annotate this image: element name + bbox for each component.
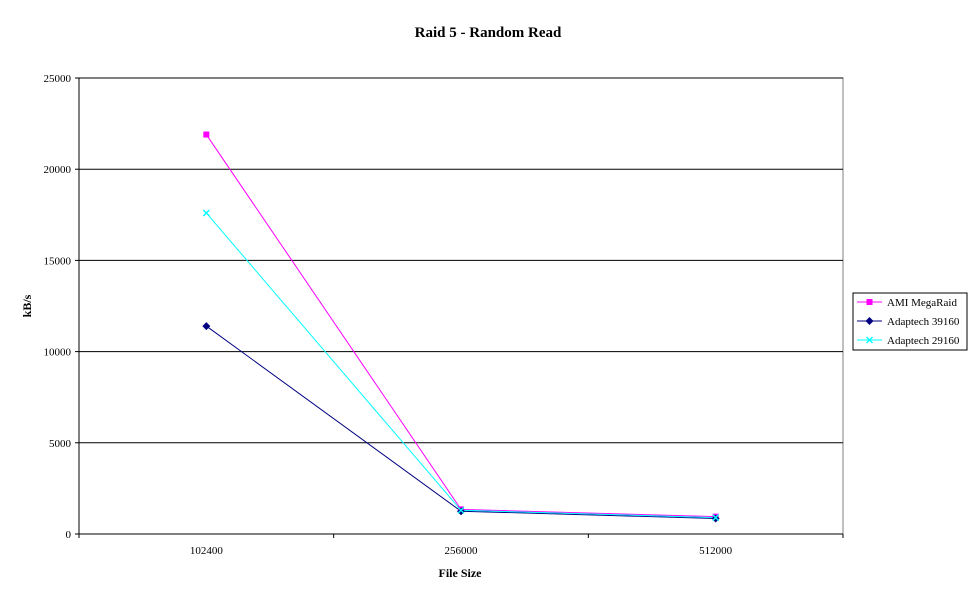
- legend-marker: [865, 317, 874, 325]
- data-point: [712, 514, 720, 522]
- x-axis-title: File Size: [439, 566, 483, 580]
- legend-label: Adaptech 29160: [887, 335, 960, 347]
- gridlines: [79, 77, 843, 444]
- y-tick-label: 5000: [49, 438, 72, 450]
- chart-title: Raid 5 - Random Read: [415, 25, 562, 41]
- x-tick-label: 512000: [699, 545, 733, 557]
- legend-marker: [866, 299, 873, 305]
- y-tick-label: 20000: [44, 164, 72, 176]
- x-tick-label: 256000: [445, 545, 479, 557]
- series-markers: [202, 131, 720, 523]
- y-tick-label: 15000: [44, 255, 72, 267]
- data-point: [202, 322, 211, 331]
- plot-frame: [78, 77, 844, 535]
- y-tick-label: 10000: [44, 347, 72, 359]
- legend: AMI MegaRaid Adaptech 39160 Adaptech 29160: [852, 292, 968, 351]
- y-tick-labels: 0 5000 10000 15000 20000 25000: [44, 73, 79, 541]
- x-tick-label: 102400: [190, 545, 224, 557]
- data-point: [457, 506, 465, 514]
- y-axis-title: kB/s: [20, 294, 34, 317]
- legend-items: AMI MegaRaid Adaptech 39160 Adaptech 29160: [857, 297, 960, 347]
- legend-label: Adaptech 39160: [887, 316, 960, 328]
- legend-item: Adaptech 39160: [857, 316, 960, 328]
- y-tick-label: 0: [66, 529, 72, 541]
- plot-area: 0 5000 10000 15000 20000 25000 102400 256000 51…: [44, 73, 844, 557]
- legend-item: AMI MegaRaid: [857, 297, 957, 309]
- y-tick-label: 25000: [44, 73, 72, 85]
- x-tick-labels: 102400 256000 512000: [78, 534, 844, 557]
- legend-label: AMI MegaRaid: [887, 297, 957, 309]
- axes: [78, 78, 843, 535]
- legend-item: Adaptech 29160: [857, 335, 960, 347]
- data-point: [202, 209, 210, 217]
- legend-marker: [866, 336, 873, 344]
- data-point: [203, 131, 210, 138]
